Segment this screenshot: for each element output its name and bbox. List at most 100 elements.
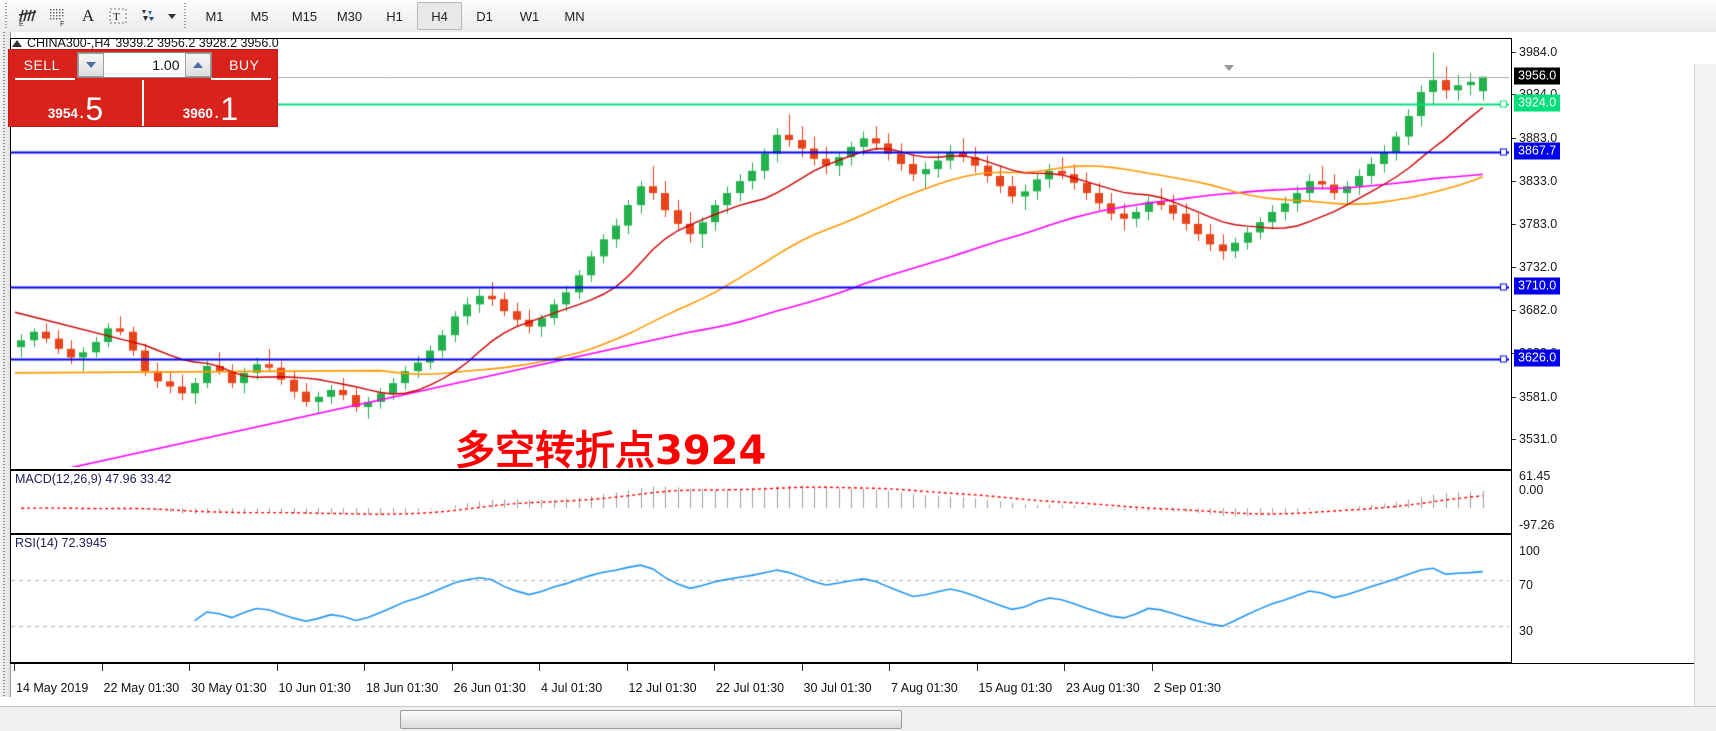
- time-tick-label: 10 Jun 01:30: [278, 681, 351, 695]
- rsi-label: RSI(14) 72.3945: [15, 536, 107, 550]
- time-tick: [626, 664, 628, 671]
- sell-price-integer: 3954: [47, 105, 78, 121]
- rsi-tick-label: 70: [1519, 578, 1533, 593]
- volume-value[interactable]: 1.00: [152, 57, 180, 73]
- macd-label: MACD(12,26,9) 47.96 33.42: [15, 472, 172, 486]
- time-tick: [101, 664, 103, 671]
- price-tick: [1512, 439, 1516, 441]
- symbol-header: CHINA300-,H4 3939.2 3956.2 3928.2 3956.0: [12, 36, 279, 50]
- timeframe-w1[interactable]: W1: [519, 8, 540, 24]
- buy-price-fraction: 1: [220, 90, 239, 127]
- text-box-icon[interactable]: T: [103, 1, 133, 31]
- time-tick: [451, 664, 453, 671]
- objects-grid-icon[interactable]: F: [43, 1, 73, 31]
- hline-badge-3867[interactable]: 3867.7: [1514, 142, 1561, 160]
- volume-increase-button[interactable]: [184, 53, 211, 77]
- time-tick: [189, 664, 190, 671]
- volume-stepper[interactable]: 1.00: [76, 52, 212, 78]
- price-tick: [1512, 180, 1516, 182]
- sell-price[interactable]: 3954 . 5: [9, 80, 144, 126]
- buy-price-dot: .: [213, 101, 220, 123]
- vertical-scrollbar-area[interactable]: [1694, 64, 1716, 706]
- time-tick-label: 12 Jul 01:30: [628, 681, 697, 695]
- timeframe-m15[interactable]: M15: [291, 8, 318, 24]
- macd-pane[interactable]: MACD(12,26,9) 47.96 33.42: [10, 470, 1512, 534]
- rsi-tick-label: 30: [1519, 623, 1533, 638]
- timeframe-grip[interactable]: [182, 3, 189, 29]
- time-tick: [714, 664, 715, 671]
- time-scale[interactable]: 14 May 2019 22 May 01:30 30 May 01:30 10 Ju…: [10, 663, 1707, 704]
- rsi-tick-label: 100: [1519, 544, 1540, 559]
- price-tick-label: 3984.0: [1519, 44, 1558, 59]
- time-tick: [539, 664, 540, 671]
- main-toolbar: E F A T: [0, 0, 1716, 33]
- buy-underline: [211, 78, 271, 80]
- timeframe-h4[interactable]: H4: [417, 2, 462, 30]
- last-price-badge[interactable]: 3956.0: [1514, 67, 1561, 85]
- toolbar-grip[interactable]: [3, 3, 10, 29]
- price-tick: [1512, 267, 1516, 269]
- rsi-pane[interactable]: RSI(14) 72.3945: [10, 534, 1512, 663]
- time-tick-label: 7 Aug 01:30: [891, 681, 958, 695]
- timeframe-d1[interactable]: D1: [476, 8, 493, 24]
- time-tick-label: 4 Jul 01:30: [541, 681, 603, 695]
- price-tick: [1512, 396, 1516, 398]
- time-tick: [801, 664, 803, 671]
- collapse-triangle-icon[interactable]: [12, 39, 22, 47]
- macd-tick-label: -97.26: [1519, 518, 1555, 533]
- price-scale[interactable]: 3984.03934.03883.03833.03783.03732.03682…: [1511, 38, 1708, 661]
- time-tick-label: 22 Jul 01:30: [716, 681, 785, 695]
- crosshair-marker-icon: [1224, 61, 1234, 71]
- price-tick: [1512, 51, 1516, 53]
- time-tick: [14, 664, 15, 671]
- shapes-icon[interactable]: [133, 1, 163, 31]
- shapes-dropdown-icon[interactable]: [163, 1, 179, 31]
- hline-badge-3626[interactable]: 3626.0: [1514, 349, 1561, 367]
- chart-area[interactable]: CHINA300-,H4 3939.2 3956.2 3928.2 3956.0…: [0, 32, 1716, 731]
- timeframe-m5[interactable]: M5: [250, 8, 269, 24]
- svg-text:T: T: [113, 11, 120, 23]
- time-tick: [976, 664, 978, 671]
- time-tick: [364, 664, 365, 671]
- time-tick-label: 15 Aug 01:30: [978, 681, 1053, 695]
- price-tick-label: 3682.0: [1519, 303, 1558, 318]
- svg-text:F: F: [60, 21, 64, 26]
- symbol-ohlc: 3939.2 3956.2 3928.2 3956.0: [115, 36, 279, 50]
- volume-decrease-button[interactable]: [77, 53, 104, 77]
- time-tick-label: 30 May 01:30: [191, 681, 267, 695]
- price-tick-label: 3581.0: [1519, 389, 1558, 404]
- text-label-icon[interactable]: A: [81, 6, 95, 25]
- time-tick-label: 18 Jun 01:30: [366, 681, 439, 695]
- price-tick-label: 3783.0: [1519, 216, 1558, 231]
- hline-badge-3710[interactable]: 3710.0: [1514, 277, 1561, 295]
- timeframe-m1[interactable]: M1: [205, 8, 224, 24]
- buy-price-integer: 3960: [182, 105, 213, 121]
- one-click-trading-panel[interactable]: SELL 1.00 BUY 3954 . 5 3960 . 1: [8, 49, 278, 127]
- sell-button[interactable]: SELL: [23, 57, 60, 73]
- time-tick: [1064, 664, 1065, 671]
- timeframe-h1[interactable]: H1: [386, 8, 403, 24]
- indicators-icon[interactable]: E: [13, 1, 43, 31]
- time-tick-label: 14 May 2019: [16, 681, 89, 695]
- bid-line-badge[interactable]: 3924.0: [1514, 94, 1561, 112]
- chevron-up-icon: [192, 62, 203, 68]
- time-tick: [276, 664, 278, 671]
- macd-tick-label: 61.45: [1519, 469, 1551, 483]
- trade-controls-row: SELL 1.00 BUY: [9, 50, 277, 80]
- scrollbar-thumb[interactable]: [400, 710, 902, 729]
- price-tick: [1512, 138, 1516, 140]
- price-tick: [1512, 310, 1516, 312]
- buy-price[interactable]: 3960 . 1: [144, 80, 277, 126]
- timeframe-mn[interactable]: MN: [564, 8, 585, 24]
- time-tick-label: 22 May 01:30: [103, 681, 180, 695]
- horizontal-scrollbar[interactable]: [0, 706, 1716, 731]
- time-tick: [1151, 664, 1153, 671]
- svg-text:E: E: [19, 21, 24, 26]
- timeframe-m30[interactable]: M30: [336, 8, 363, 24]
- trade-prices-row: 3954 . 5 3960 . 1: [9, 80, 277, 126]
- price-tick-label: 3531.0: [1519, 432, 1558, 447]
- macd-tick-label: 0.00: [1519, 482, 1544, 497]
- symbol-name: CHINA300-,H4: [27, 36, 111, 50]
- buy-button[interactable]: BUY: [229, 57, 260, 73]
- sell-underline: [15, 78, 75, 80]
